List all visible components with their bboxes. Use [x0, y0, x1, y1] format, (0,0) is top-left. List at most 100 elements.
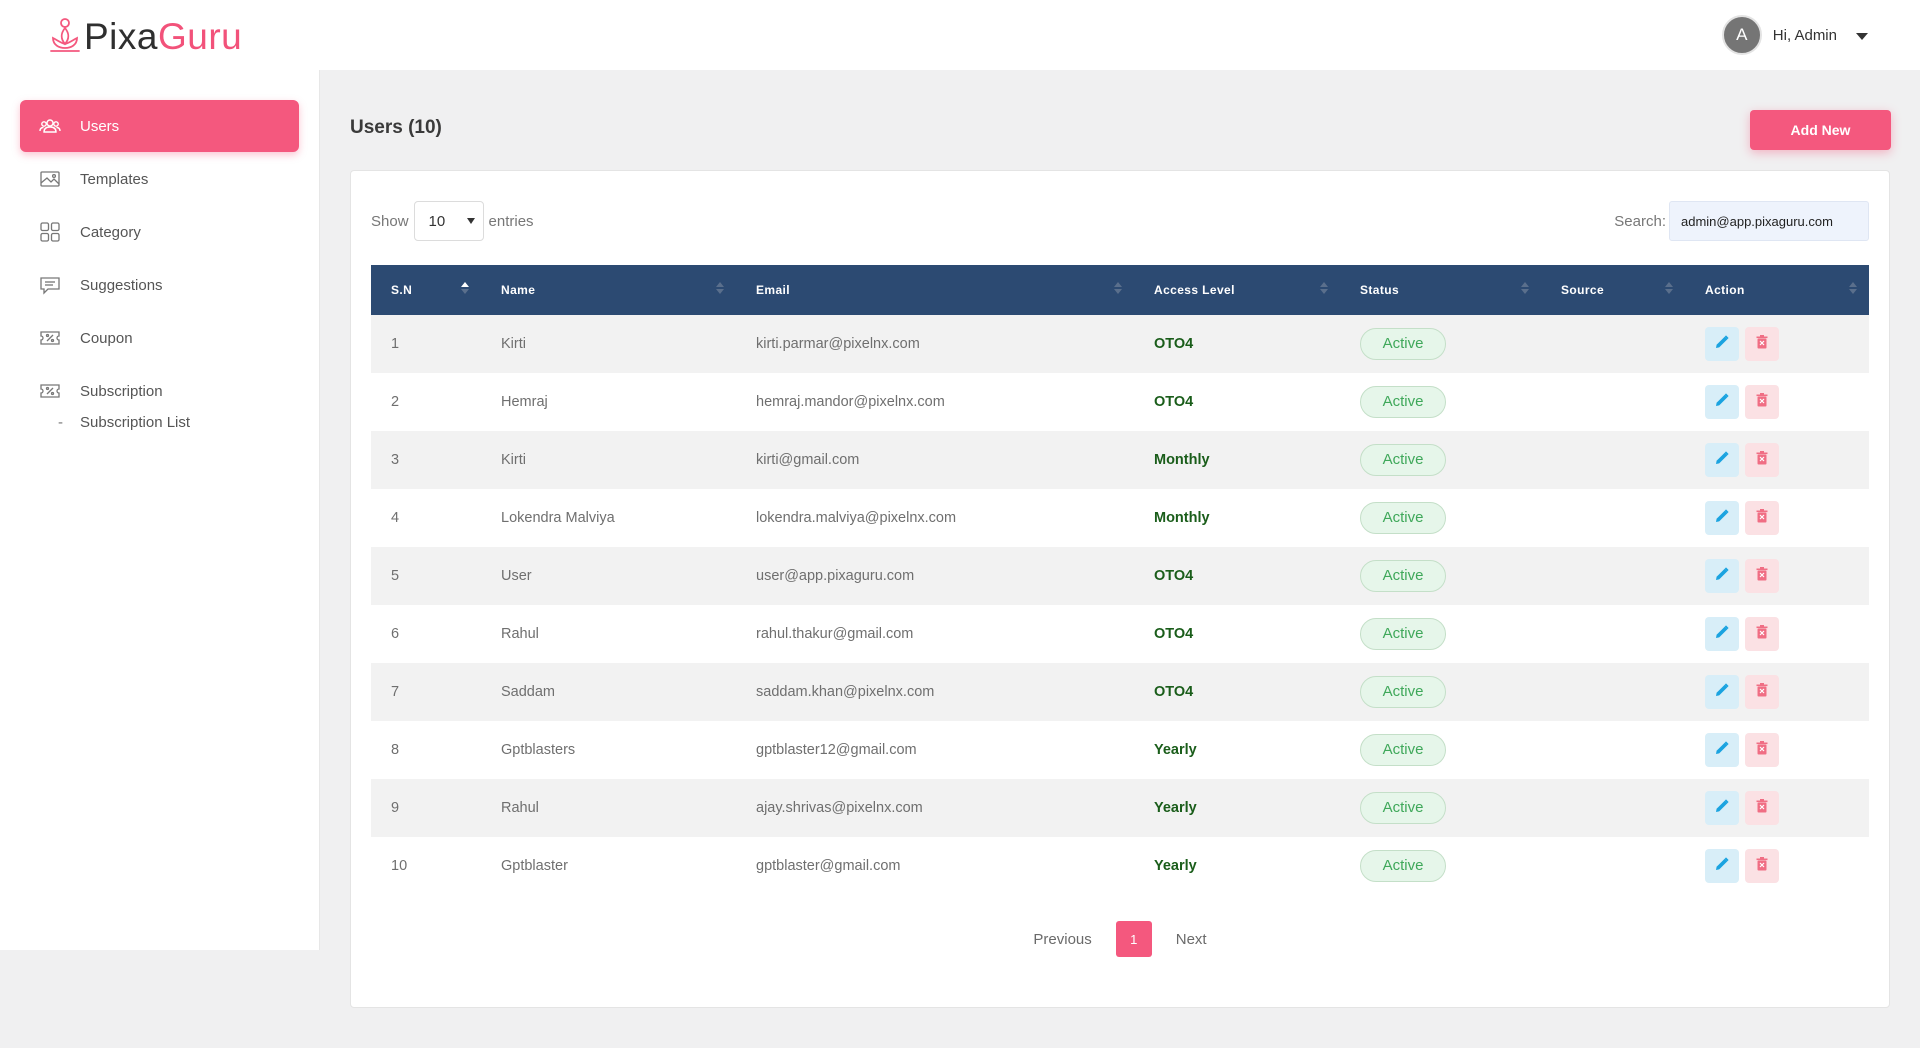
- edit-button[interactable]: [1705, 791, 1739, 825]
- column-header-sn[interactable]: S.N: [371, 265, 481, 315]
- edit-button[interactable]: [1705, 733, 1739, 767]
- sort-icon: [1114, 282, 1122, 294]
- users-icon: [39, 119, 61, 133]
- delete-button[interactable]: [1745, 675, 1779, 709]
- sidebar: Users Templates Category Suggestions Cou…: [0, 70, 320, 950]
- user-menu[interactable]: A Hi, Admin: [1721, 14, 1868, 56]
- column-header-status[interactable]: Status: [1340, 265, 1541, 315]
- sort-icon: [1521, 282, 1529, 294]
- edit-button[interactable]: [1705, 675, 1739, 709]
- table-row: 8 Gptblasters gptblaster12@gmail.com Yearly…: [371, 721, 1869, 779]
- edit-button[interactable]: [1705, 327, 1739, 361]
- cell-name: Gptblaster: [501, 858, 568, 874]
- column-header-label: Source: [1561, 283, 1605, 297]
- sort-icon: [461, 282, 469, 294]
- cell-name: Gptblasters: [501, 742, 576, 758]
- search-label: Search:: [1614, 212, 1666, 230]
- cell-source: [1541, 605, 1685, 663]
- cell-name: Kirti: [501, 336, 526, 352]
- cell-status: Active: [1340, 837, 1541, 895]
- pencil-icon: [1714, 856, 1730, 876]
- trash-icon: [1754, 450, 1770, 470]
- cell-sn: 7: [391, 684, 400, 700]
- cell-sn: 10: [391, 858, 408, 874]
- cell-access-level: OTO4: [1154, 336, 1194, 352]
- user-greeting[interactable]: Hi, Admin: [1772, 26, 1837, 44]
- trash-icon: [1754, 566, 1770, 586]
- page-title: Users (10): [350, 117, 442, 138]
- status-badge: Active: [1360, 444, 1446, 476]
- trash-icon: [1754, 392, 1770, 412]
- cell-access-level: Yearly: [1154, 742, 1197, 758]
- edit-button[interactable]: [1705, 617, 1739, 651]
- sidebar-subitem-subscription-list[interactable]: - Subscription List: [58, 414, 190, 431]
- edit-button[interactable]: [1705, 443, 1739, 477]
- search-input[interactable]: [1669, 201, 1869, 241]
- cell-sn: 3: [391, 452, 400, 468]
- status-badge: Active: [1360, 792, 1446, 824]
- sidebar-item-category[interactable]: Category: [20, 206, 299, 258]
- cell-status: Active: [1340, 605, 1541, 663]
- column-header-name[interactable]: Name: [481, 265, 736, 315]
- avatar[interactable]: A: [1721, 15, 1762, 55]
- edit-button[interactable]: [1705, 559, 1739, 593]
- column-header-email[interactable]: Email: [736, 265, 1134, 315]
- status-badge: Active: [1360, 502, 1446, 534]
- cell-action: [1685, 837, 1869, 895]
- chevron-down-icon: [466, 218, 475, 224]
- cell-access-level: Yearly: [1154, 800, 1197, 816]
- edit-button[interactable]: [1705, 849, 1739, 883]
- sort-icon: [1665, 282, 1673, 294]
- next-page-button[interactable]: Next: [1175, 930, 1207, 948]
- delete-button[interactable]: [1745, 443, 1779, 477]
- pencil-icon: [1714, 450, 1730, 470]
- entries-select[interactable]: 10: [413, 201, 484, 241]
- sidebar-item-subscription[interactable]: Subscription: [20, 365, 299, 417]
- sidebar-item-coupon[interactable]: Coupon: [20, 312, 299, 364]
- add-new-button[interactable]: Add New: [1750, 110, 1891, 150]
- dash-icon: -: [58, 414, 63, 431]
- trash-icon: [1754, 798, 1770, 818]
- entries-label: entries: [488, 212, 534, 230]
- delete-button[interactable]: [1745, 733, 1779, 767]
- sidebar-item-users[interactable]: Users: [20, 100, 299, 152]
- sidebar-item-templates[interactable]: Templates: [20, 153, 299, 205]
- table-row: 5 User user@app.pixaguru.com OTO4 Active: [371, 547, 1869, 605]
- cell-source: [1541, 489, 1685, 547]
- column-header-action[interactable]: Action: [1685, 265, 1869, 315]
- sidebar-subitem-label: Subscription List: [80, 414, 191, 431]
- delete-button[interactable]: [1745, 617, 1779, 651]
- previous-page-button[interactable]: Previous: [1033, 930, 1092, 948]
- column-header-source[interactable]: Source: [1541, 265, 1685, 315]
- delete-button[interactable]: [1745, 501, 1779, 535]
- users-table-card: Show 10 entries Search: S.N Name Email A…: [350, 170, 1890, 1008]
- app-logo[interactable]: PixaGuru: [48, 14, 242, 58]
- cell-status: Active: [1340, 663, 1541, 721]
- delete-button[interactable]: [1745, 327, 1779, 361]
- edit-button[interactable]: [1705, 501, 1739, 535]
- column-header-label: Name: [501, 283, 536, 297]
- trash-icon: [1754, 682, 1770, 702]
- cell-name: User: [501, 568, 532, 584]
- cell-sn: 5: [391, 568, 400, 584]
- cell-status: Active: [1340, 779, 1541, 837]
- table-header-row: S.N Name Email Access Level Status Sourc…: [371, 265, 1869, 315]
- lotus-logo-icon: [50, 18, 80, 52]
- cell-source: [1541, 431, 1685, 489]
- delete-button[interactable]: [1745, 849, 1779, 883]
- delete-button[interactable]: [1745, 559, 1779, 593]
- delete-button[interactable]: [1745, 385, 1779, 419]
- sidebar-item-suggestions[interactable]: Suggestions: [20, 259, 299, 311]
- edit-button[interactable]: [1705, 385, 1739, 419]
- sort-icon: [1320, 282, 1328, 294]
- delete-button[interactable]: [1745, 791, 1779, 825]
- pencil-icon: [1714, 624, 1730, 644]
- caret-down-icon[interactable]: [1856, 33, 1868, 40]
- column-header-access-level[interactable]: Access Level: [1134, 265, 1340, 315]
- column-header-label: S.N: [391, 283, 413, 297]
- cell-access-level: Yearly: [1154, 858, 1197, 874]
- table-row: 9 Rahul ajay.shrivas@pixelnx.com Yearly Acti…: [371, 779, 1869, 837]
- page-number-button[interactable]: 1: [1115, 921, 1152, 957]
- cell-sn: 1: [391, 336, 400, 352]
- cell-email: lokendra.malviya@pixelnx.com: [756, 510, 957, 526]
